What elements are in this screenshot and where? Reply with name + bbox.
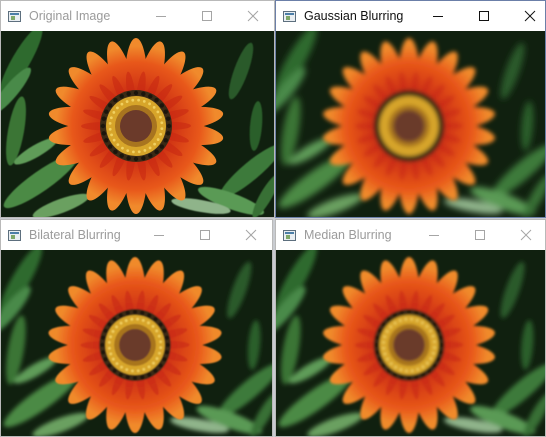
flower-image xyxy=(276,31,545,217)
flower xyxy=(48,38,224,214)
median-blurring-canvas xyxy=(276,250,545,436)
median-blurring-titlebar[interactable]: Median Blurring xyxy=(276,220,545,250)
foliage-background xyxy=(276,31,545,217)
window-title: Median Blurring xyxy=(304,228,392,242)
minimize-button[interactable] xyxy=(138,1,184,31)
original-image-canvas xyxy=(1,31,274,217)
flower-image xyxy=(276,250,545,436)
maximize-icon xyxy=(475,230,485,240)
minimize-icon xyxy=(429,235,439,236)
window-title: Gaussian Blurring xyxy=(304,9,404,23)
maximize-icon xyxy=(479,11,489,21)
maximize-button[interactable] xyxy=(184,1,230,31)
flower-image xyxy=(1,31,274,217)
gaussian-blurring-titlebar[interactable]: Gaussian Blurring xyxy=(276,1,545,31)
maximize-icon xyxy=(202,11,212,21)
close-icon xyxy=(247,10,259,22)
opencv-window-icon xyxy=(8,229,21,241)
bilateral-blurring-titlebar[interactable]: Bilateral Blurring xyxy=(1,220,272,250)
foliage-background xyxy=(276,250,545,436)
gaussian-blurring-window[interactable]: Gaussian Blurring xyxy=(275,0,546,218)
window-title: Bilateral Blurring xyxy=(29,228,121,242)
median-blurring-window[interactable]: Median Blurring xyxy=(275,219,546,437)
original-image-titlebar[interactable]: Original Image xyxy=(1,1,274,31)
maximize-button[interactable] xyxy=(461,1,507,31)
maximize-icon xyxy=(200,230,210,240)
minimize-button[interactable] xyxy=(415,1,461,31)
window-title: Original Image xyxy=(29,9,111,23)
flower-image xyxy=(1,250,272,436)
minimize-button[interactable] xyxy=(411,220,457,250)
close-icon xyxy=(245,229,257,241)
close-button[interactable] xyxy=(230,1,274,31)
close-icon xyxy=(520,229,532,241)
maximize-button[interactable] xyxy=(457,220,503,250)
gaussian-blurring-canvas xyxy=(276,31,545,217)
maximize-button[interactable] xyxy=(182,220,228,250)
opencv-window-icon xyxy=(8,10,21,22)
foliage-background xyxy=(1,31,274,217)
flower xyxy=(323,38,495,214)
close-icon xyxy=(524,10,536,22)
minimize-icon xyxy=(156,16,166,17)
close-button[interactable] xyxy=(503,220,545,250)
flower xyxy=(48,257,222,433)
bilateral-blurring-window[interactable]: Bilateral Blurring xyxy=(0,219,273,437)
minimize-icon xyxy=(154,235,164,236)
flower xyxy=(323,257,495,433)
minimize-button[interactable] xyxy=(136,220,182,250)
opencv-window-icon xyxy=(283,10,296,22)
close-button[interactable] xyxy=(228,220,272,250)
minimize-icon xyxy=(433,16,443,17)
opencv-window-icon xyxy=(283,229,296,241)
foliage-background xyxy=(1,250,272,436)
original-image-window[interactable]: Original Image xyxy=(0,0,275,218)
bilateral-blurring-canvas xyxy=(1,250,272,436)
close-button[interactable] xyxy=(507,1,545,31)
